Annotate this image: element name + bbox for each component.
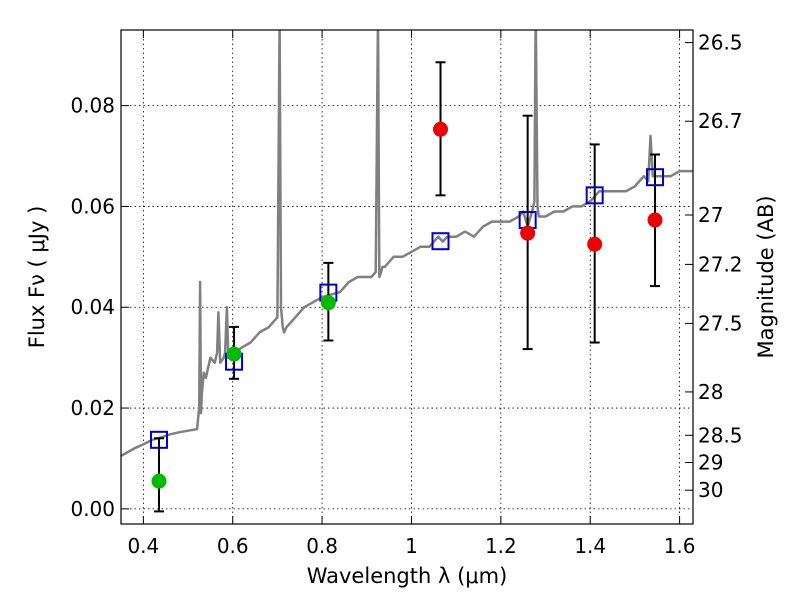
x-tick-label: 1.6 — [664, 534, 696, 558]
right-axis-tick-label: 27.5 — [698, 311, 743, 335]
x-tick-label: 0.8 — [306, 534, 338, 558]
right-axis-tick-label: 26.5 — [698, 31, 743, 55]
y-axis-label-right: Magnitude (AB) — [754, 195, 778, 358]
right-axis-tick-label: 28 — [698, 380, 723, 404]
data-marks-layer — [149, 61, 665, 513]
right-axis-tick-label: 29 — [698, 451, 723, 475]
model-flux-box — [585, 186, 604, 205]
y-axis-label-left: Flux Fν ( μJy ) — [25, 206, 49, 349]
data-point — [320, 295, 336, 311]
right-axis-tick-label: 30 — [698, 478, 723, 502]
x-tick-label: 0.6 — [217, 534, 249, 558]
model-flux-box — [646, 168, 665, 187]
data-point — [226, 346, 242, 362]
data-point — [647, 212, 663, 228]
x-tick-label: 1.2 — [485, 534, 517, 558]
axis-ticks: 0.4 0.6 0.8 1 1.2 1.4 1.6 0.00 0.02 0.04 0.06 0.08 2… — [70, 30, 743, 558]
x-tick-label: 1 — [405, 534, 418, 558]
y-tick-label: 0.06 — [70, 194, 115, 218]
data-point — [520, 225, 536, 241]
plot-frame — [120, 29, 694, 525]
y-tick-label: 0.02 — [70, 396, 115, 420]
data-point — [151, 473, 167, 489]
right-axis-tick-label: 27.2 — [698, 252, 743, 276]
data-point — [433, 121, 449, 137]
right-axis-tick-label: 28.5 — [698, 423, 743, 447]
right-axis-tick-label: 27 — [698, 203, 723, 227]
y-tick-label: 0.04 — [70, 295, 115, 319]
data-point — [587, 236, 603, 252]
right-axis-tick-label: 26.7 — [698, 109, 743, 133]
grid — [121, 30, 693, 524]
y-tick-label: 0.00 — [70, 497, 115, 521]
x-tick-label: 0.4 — [127, 534, 159, 558]
model-spectrum-line — [121, 30, 693, 457]
x-tick-label: 1.4 — [574, 534, 606, 558]
model-flux-box — [431, 232, 450, 251]
y-tick-label: 0.08 — [70, 94, 115, 118]
model-flux-box — [149, 430, 168, 449]
model-spectrum-layer — [121, 30, 693, 457]
x-axis-label: Wavelength λ (μm) — [307, 564, 508, 588]
